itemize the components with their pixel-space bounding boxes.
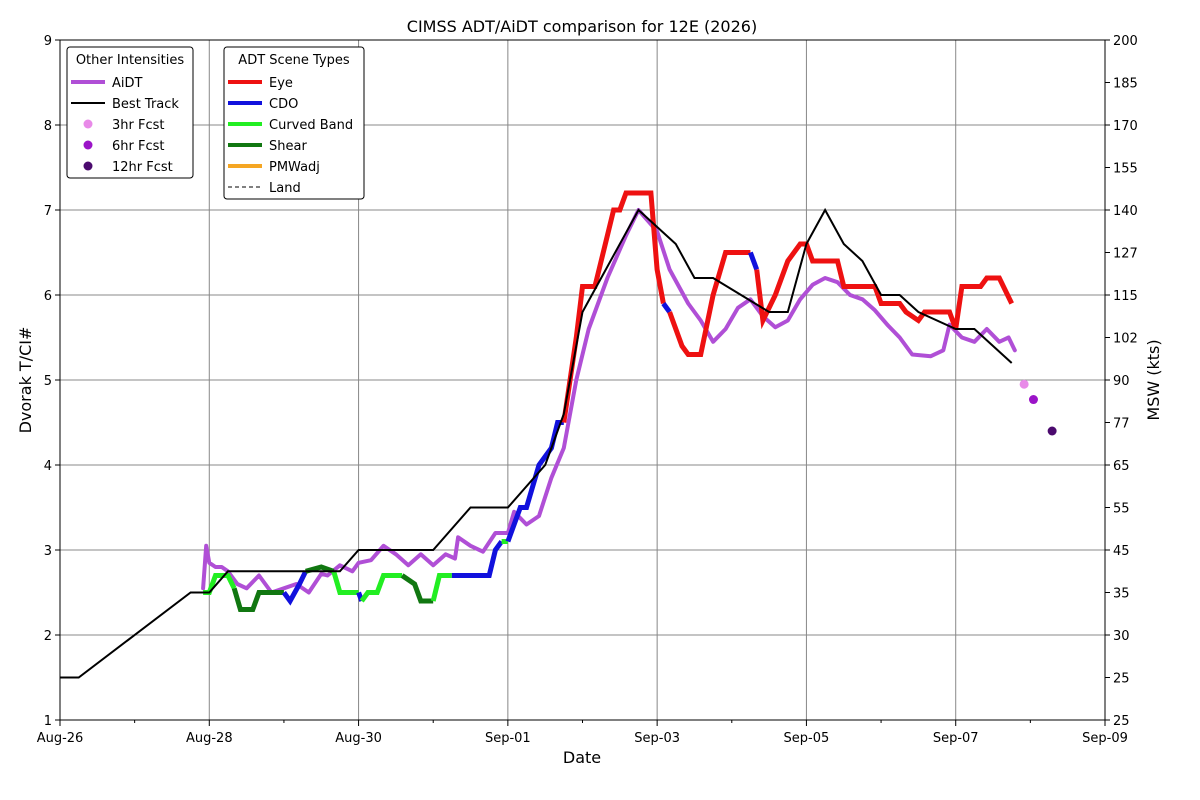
legend-label: PMWadj <box>269 160 320 175</box>
x-tick-label: Sep-09 <box>1082 731 1128 746</box>
forecast-point-12hr-fcst <box>1047 426 1057 436</box>
legend-adt-scene-types: ADT Scene Types Eye CDO Curved Band Shear PMW… <box>223 46 365 200</box>
adt-segment-curved-band <box>203 573 237 595</box>
adt-segment-cdo <box>748 251 760 271</box>
plot-series <box>60 190 1057 679</box>
y2-tick-label: 140 <box>1113 204 1138 219</box>
adt-segment-curved-band <box>359 573 403 603</box>
x-axis-label: Date <box>563 748 601 767</box>
legend-title: Other Intensities <box>76 53 185 68</box>
chart-title: CIMSS ADT/AiDT comparison for 12E (2026) <box>407 17 757 36</box>
legend-other-intensities: Other Intensities AiDT Best Track 3hr Fcst 6… <box>66 46 194 179</box>
adt-segment-shear <box>400 573 434 604</box>
x-tick-label: Sep-05 <box>784 731 830 746</box>
x-tick-label: Aug-28 <box>186 731 233 746</box>
legend-label: AiDT <box>112 76 143 91</box>
legend-label: 6hr Fcst <box>112 139 164 154</box>
y-tick-label: 4 <box>44 459 52 474</box>
adt-segment-cdo <box>505 420 564 543</box>
y2-tick-label: 115 <box>1113 289 1138 304</box>
y2-tick-label: 55 <box>1113 502 1130 517</box>
y2-tick-label: 35 <box>1113 587 1130 602</box>
y2-tick-label: 170 <box>1113 119 1138 134</box>
legend-marker <box>83 119 93 129</box>
axes: 1234567892525303545556577901021151271401… <box>37 34 1138 746</box>
y2-axis-label: MSW (kts) <box>1144 339 1163 420</box>
y2-tick-label: 30 <box>1113 629 1130 644</box>
legend-label: 3hr Fcst <box>112 118 164 133</box>
y2-tick-label: 200 <box>1113 34 1138 49</box>
y-tick-label: 2 <box>44 629 52 644</box>
x-tick-label: Aug-26 <box>37 731 84 746</box>
y2-tick-label: 127 <box>1113 247 1138 262</box>
best-track-line <box>60 207 1013 679</box>
x-tick-label: Sep-01 <box>485 731 531 746</box>
legend-box <box>223 46 365 200</box>
x-tick-label: Aug-30 <box>335 731 382 746</box>
legend-label: Best Track <box>112 97 179 112</box>
legend-marker <box>83 161 93 171</box>
adt-segment-eye <box>561 190 666 423</box>
y2-tick-label: 65 <box>1113 459 1130 474</box>
y-tick-label: 6 <box>44 289 52 304</box>
adt-segment-shear <box>305 564 335 574</box>
adt-segment-curved-band <box>331 570 359 595</box>
legend-label: CDO <box>269 97 298 112</box>
adt-segment-shear <box>231 587 284 612</box>
y2-tick-label: 102 <box>1113 332 1138 347</box>
y-tick-label: 8 <box>44 119 52 134</box>
y-axis-label: Dvorak T/CI# <box>16 327 35 434</box>
adt-segment-eye <box>754 241 1014 330</box>
y-tick-label: 9 <box>44 34 52 49</box>
aidt-line <box>201 208 1017 595</box>
legend-label: Shear <box>269 139 307 154</box>
y2-tick-label: 155 <box>1113 162 1138 177</box>
grid-lines <box>59 39 1106 721</box>
y-tick-label: 5 <box>44 374 52 389</box>
adt-segment-cdo <box>661 302 672 314</box>
y2-tick-label: 45 <box>1113 544 1130 559</box>
y2-tick-label: 25 <box>1113 672 1130 687</box>
adt-segment-curved-band <box>430 573 452 602</box>
x-tick-label: Sep-07 <box>933 731 979 746</box>
adt-segment-eye <box>667 250 751 357</box>
y2-tick-label: 185 <box>1113 77 1138 92</box>
forecast-point-3hr-fcst <box>1019 379 1029 389</box>
legend-title: ADT Scene Types <box>238 53 350 68</box>
legend-box <box>66 46 194 179</box>
y-tick-label: 7 <box>44 204 52 219</box>
y2-tick-label: 77 <box>1113 417 1130 432</box>
legend-marker <box>83 140 93 150</box>
legend-label: 12hr Fcst <box>112 160 173 175</box>
y-tick-label: 3 <box>44 544 52 559</box>
legend-label: Land <box>269 181 301 196</box>
y-tick-label: 1 <box>44 714 52 729</box>
x-tick-label: Sep-03 <box>634 731 680 746</box>
forecast-point-6hr-fcst <box>1028 395 1038 405</box>
y2-tick-label: 25 <box>1113 714 1130 729</box>
adt-segment-cdo <box>281 570 308 606</box>
legend-label: Curved Band <box>269 118 353 133</box>
legend-label: Eye <box>269 76 293 91</box>
y2-tick-label: 90 <box>1113 374 1130 389</box>
adt-segment-cdo <box>451 540 504 578</box>
